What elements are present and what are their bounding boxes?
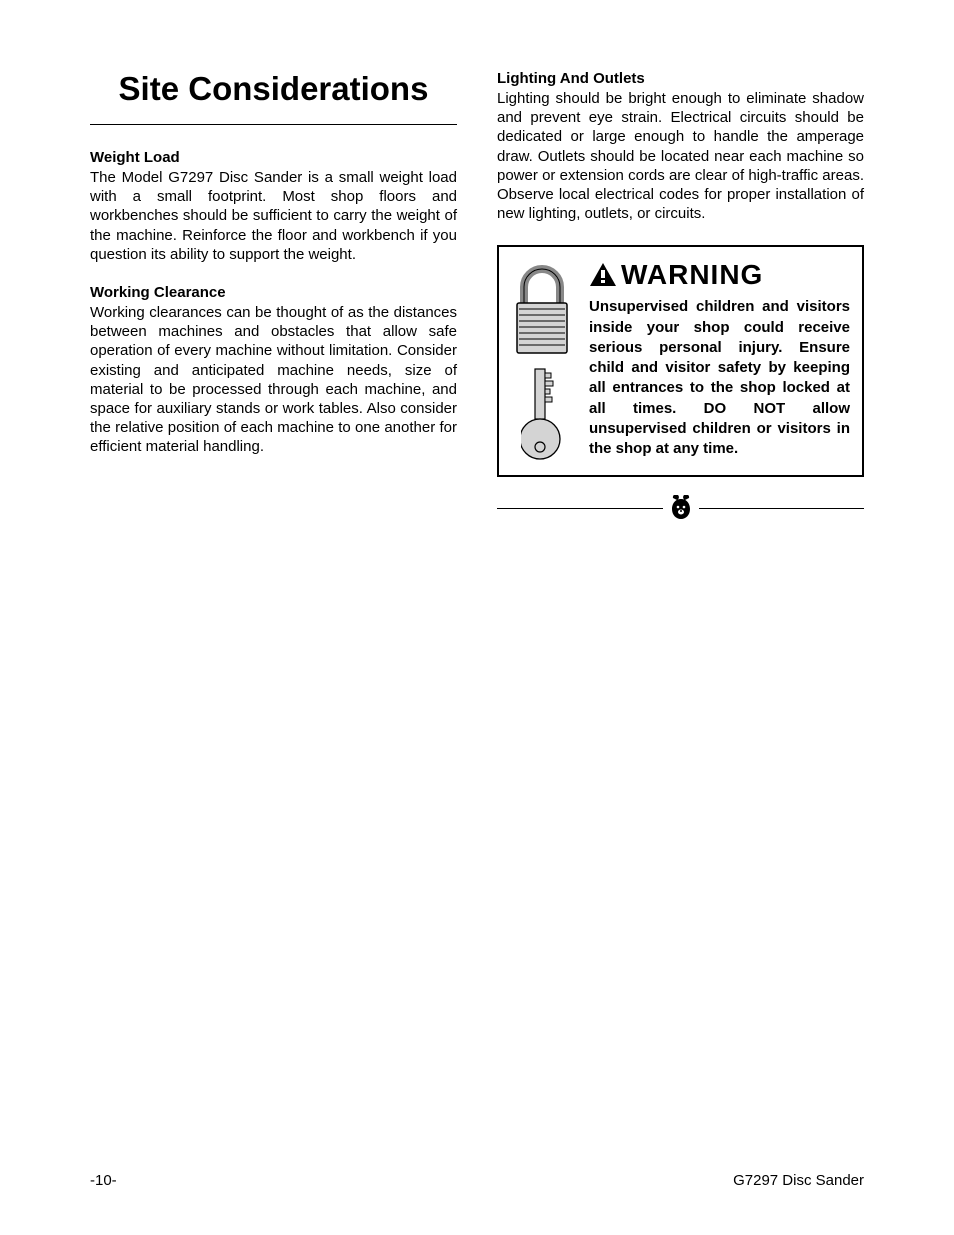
working-clearance-body: Working clearances can be thought of as …	[90, 303, 457, 457]
warning-label: WARNING	[589, 259, 850, 291]
title-rule	[90, 124, 457, 125]
warning-word: WARNING	[621, 259, 763, 291]
section-divider	[497, 495, 864, 521]
page-title: Site Considerations	[90, 70, 457, 108]
right-column: Lighting And Outlets Lighting should be …	[497, 70, 864, 521]
warning-box: WARNING Unsupervised children and visito…	[497, 245, 864, 477]
warning-icons	[511, 259, 573, 463]
working-clearance-heading: Working Clearance	[90, 284, 457, 301]
lighting-outlets-heading: Lighting And Outlets	[497, 70, 864, 87]
lighting-outlets-body: Lighting should be bright enough to elim…	[497, 89, 864, 223]
left-column: Site Considerations Weight Load The Mode…	[90, 70, 457, 521]
footer-page-number: -10-	[90, 1172, 117, 1189]
footer-product: G7297 Disc Sander	[733, 1172, 864, 1189]
weight-load-body: The Model G7297 Disc Sander is a small w…	[90, 168, 457, 264]
bear-icon	[669, 495, 693, 521]
page-footer: -10- G7297 Disc Sander	[90, 1172, 864, 1189]
warning-text: Unsupervised children and visitors insid…	[589, 297, 850, 459]
key-icon	[521, 367, 563, 463]
weight-load-heading: Weight Load	[90, 149, 457, 166]
padlock-icon	[511, 265, 573, 357]
warning-triangle-icon	[589, 262, 617, 288]
